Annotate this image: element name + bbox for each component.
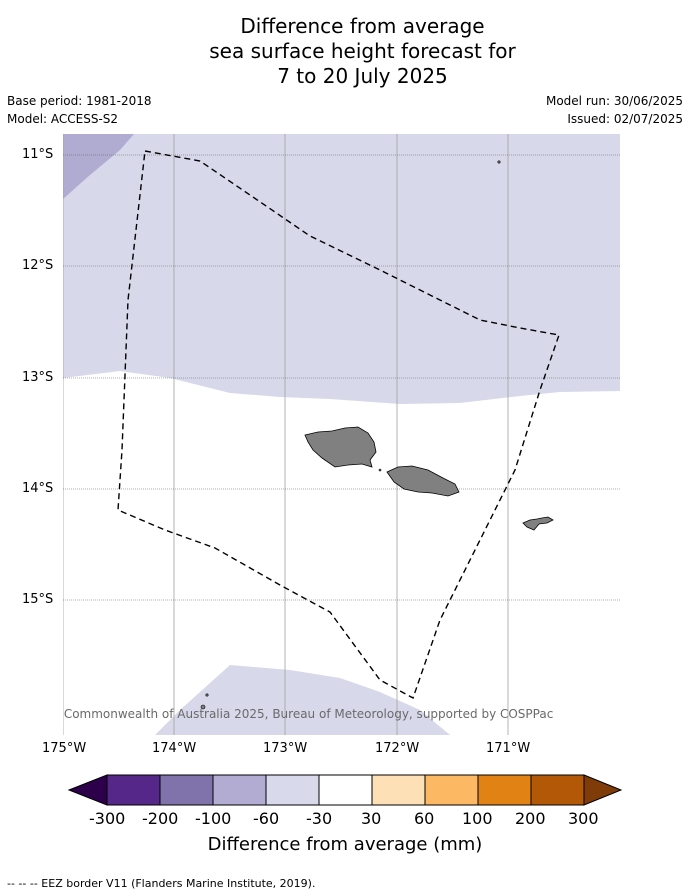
issued-date: Issued: 02/07/2025 [567,112,683,126]
latitude-label-15s: 15°S [22,592,54,607]
colorbar-swatch-8 [477,774,532,806]
chart-title: Difference from average sea surface heig… [0,14,690,89]
colorbar-swatch-7 [424,774,479,806]
base-period: Base period: 1981-2018 [7,94,152,108]
latitude-gridlines [63,154,620,601]
colorbar-extend-low [67,774,108,806]
eez-footnote: -- -- -- EEZ border V11 (Flanders Marine… [7,877,316,890]
colorbar-swatch-4 [265,774,320,806]
colorbar-swatch-9 [530,774,585,806]
colorbar-swatch-1 [106,774,161,806]
title-line-2: sea surface height forecast for [209,39,516,63]
colorbar-swatch-6 [371,774,426,806]
anomaly-band-north [63,134,620,404]
colorbar-label-minus30: -30 [306,809,333,828]
colorbar-swatch-2 [159,774,214,806]
model-name: Model: ACCESS-S2 [7,112,119,126]
small-islet-south-a [205,693,209,697]
longitude-label-173w: 173°W [263,741,308,756]
longitude-label-171w: 171°W [486,741,531,756]
small-islet-north [497,160,501,164]
colorbar-label-minus200: -200 [142,809,179,828]
small-islet-manono [378,468,382,472]
savaii-island [386,465,460,497]
upolu-island [304,426,377,468]
latitude-label-13s: 13°S [22,370,54,385]
longitude-gridlines [63,134,509,735]
colorbar-label-minus100: -100 [195,809,232,828]
small-islet-south-b [200,704,206,710]
map-frame: © Commonwealth of Australia 2025, Bureau… [48,134,620,735]
latitude-label-14s: 14°S [22,481,54,496]
anomaly-patch-south [155,665,450,735]
colorbar-label-60: 60 [414,809,435,828]
colorbar-extend-high [583,774,623,806]
title-line-1: Difference from average [240,14,485,38]
colorbar-swatch-3 [212,774,267,806]
colorbar-label-minus60: -60 [253,809,280,828]
anomaly-patch-northwest [63,134,134,199]
title-line-3: 7 to 20 July 2025 [277,64,448,88]
eez-border [117,150,560,700]
colorbar-swatch-5 [318,774,373,806]
latitude-label-11s: 11°S [22,147,54,162]
colorbar-label-100: 100 [462,809,493,828]
longitude-label-174w: 174°W [152,741,197,756]
longitude-label-175w: 175°W [42,741,87,756]
colorbar-label-300: 300 [568,809,599,828]
colorbar [67,774,623,806]
model-run: Model run: 30/06/2025 [545,94,683,108]
copyright-notice: © Commonwealth of Australia 2025, Bureau… [48,707,553,721]
colorbar-label-30: 30 [361,809,382,828]
colorbar-label-200: 200 [515,809,546,828]
colorbar-title: Difference from average (mm) [207,834,483,855]
longitude-label-172w: 172°W [375,741,420,756]
colorbar-label-minus300: -300 [89,809,126,828]
tutuila-island [522,516,554,531]
latitude-label-12s: 12°S [22,258,54,273]
